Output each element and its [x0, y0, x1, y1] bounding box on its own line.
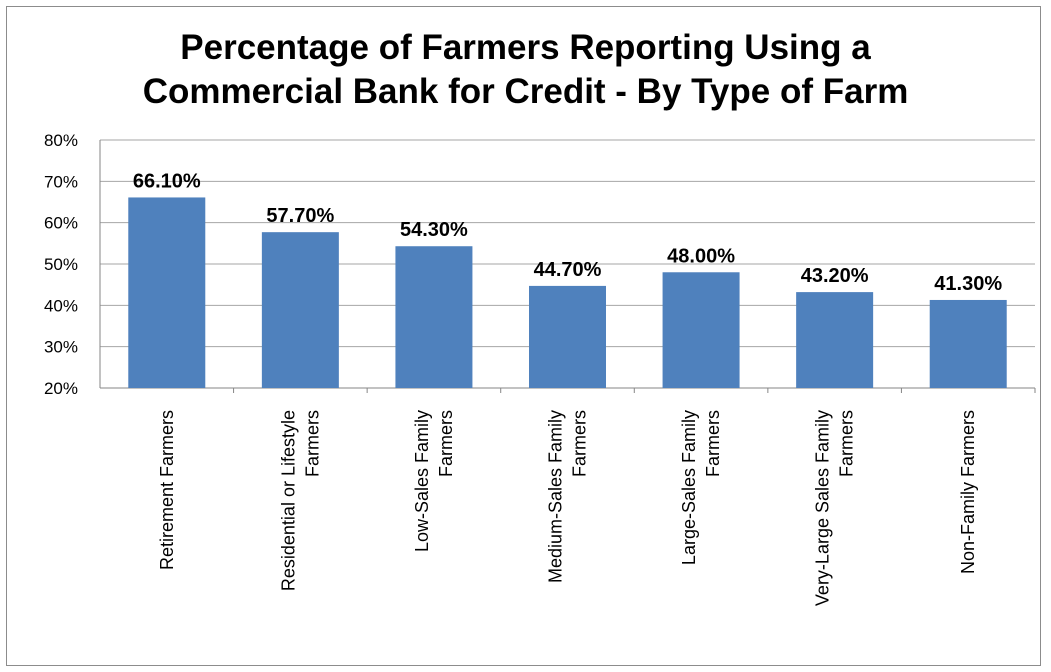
bar	[395, 246, 473, 388]
bar	[261, 232, 339, 388]
data-label: 41.30%	[934, 273, 1002, 295]
data-label: 57.70%	[266, 205, 334, 227]
x-category-label: Retirement Farmers	[157, 410, 177, 570]
data-label: 66.10%	[133, 170, 201, 192]
chart-title-line-2: Commercial Bank for Credit - By Type of …	[142, 72, 909, 111]
y-tick-label: 40%	[44, 296, 78, 315]
x-category-label-line: Farmers	[436, 410, 456, 477]
x-category-label-line: Farmers	[837, 410, 857, 477]
y-tick-label: 70%	[44, 172, 78, 191]
x-category-label-line: Residential or Lifestyle	[278, 410, 298, 591]
x-category-label-line: Retirement Farmers	[157, 410, 177, 570]
y-tick-label: 80%	[44, 131, 78, 150]
x-category-label: Medium-Sales Family Farmers	[546, 410, 590, 583]
x-category-label-line: Medium-Sales Family	[546, 410, 566, 583]
data-label: 43.20%	[801, 265, 869, 287]
bar	[529, 285, 606, 388]
x-category-label: Very-Large Sales Family Farmers	[813, 410, 857, 606]
x-category-label: Non-Family Farmers	[958, 410, 978, 574]
bar	[662, 272, 740, 388]
y-tick-label: 50%	[44, 255, 78, 274]
chart-title-line-1: Percentage of Farmers Reporting Using a	[180, 28, 871, 67]
x-category-label-line: Farmers	[302, 410, 322, 477]
x-category-label-line: Farmers	[570, 410, 590, 477]
data-label: 44.70%	[534, 259, 602, 281]
data-label: 48.00%	[667, 245, 735, 267]
y-tick-label: 30%	[44, 338, 78, 357]
x-category-label-line: Large-Sales Family	[679, 410, 699, 565]
x-category-label: Large-Sales Family Farmers	[679, 410, 723, 565]
x-category-label-line: Very-Large Sales Family	[813, 410, 833, 606]
bar	[929, 299, 1007, 388]
x-category-label-line: Farmers	[703, 410, 723, 477]
x-category-label: Low-Sales Family Farmers	[412, 410, 456, 552]
x-category-label-line: Low-Sales Family	[412, 410, 432, 552]
data-label: 54.30%	[400, 219, 468, 241]
bar	[796, 292, 874, 388]
y-tick-label: 60%	[44, 214, 78, 233]
x-category-label-line: Non-Family Farmers	[958, 410, 978, 574]
x-category-label: Residential or Lifestyle Farmers	[278, 410, 322, 591]
y-tick-label: 20%	[44, 379, 78, 398]
chart-title: Percentage of Farmers Reporting Using a …	[0, 26, 1051, 114]
bar	[128, 197, 206, 388]
